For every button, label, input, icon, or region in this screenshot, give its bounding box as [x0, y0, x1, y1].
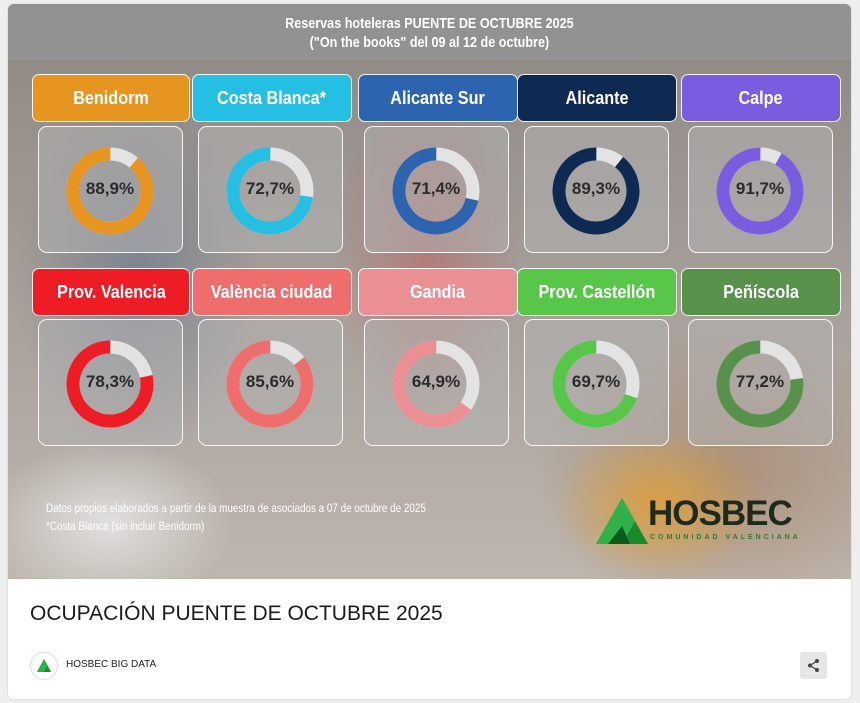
region-label-text: Alicante: [565, 87, 629, 108]
region-label: Prov. Castellón: [517, 268, 677, 316]
donut-chart: [552, 340, 640, 428]
donut-value-label: 91,7%: [735, 179, 785, 198]
donut-chart: [392, 147, 480, 235]
donut-value-arc: [552, 147, 640, 235]
donut-chart: [716, 340, 804, 428]
region-label-text: Gandia: [410, 281, 466, 302]
donut-value-label: 69,7%: [571, 372, 621, 391]
share-button[interactable]: [800, 652, 827, 679]
donut-chart: [392, 340, 480, 428]
logo-text: HOSBEC: [648, 494, 793, 533]
hosbec-avatar-icon[interactable]: [30, 652, 58, 680]
region-label: València ciudad: [192, 268, 352, 316]
donut-chart: [226, 147, 314, 235]
footnote: *Costa Blanca (sin incluir Benidorm): [46, 521, 205, 533]
donut-value-label: 78,3%: [85, 372, 135, 391]
donut-value-arc: [226, 147, 314, 235]
donut-panel: 85,6%: [198, 319, 343, 446]
donut-value-arc: [716, 340, 804, 428]
title-banner: Reservas hoteleras PUENTE DE OCTUBRE 202…: [8, 4, 851, 60]
region-label-text: Calpe: [738, 87, 784, 108]
region-label-text: Prov. Castellón: [538, 281, 656, 302]
region-label: Benidorm: [32, 74, 190, 122]
region-label: Costa Blanca*: [192, 74, 352, 122]
donut-value-label: 72,7%: [245, 179, 295, 198]
donut-panel: 91,7%: [688, 126, 833, 253]
region-label: Prov. Valencia: [32, 268, 190, 316]
source-note: Datos propios elaborados a partir de la …: [46, 503, 426, 515]
donut-chart: [66, 340, 154, 428]
infographic-image[interactable]: Reservas hoteleras PUENTE DE OCTUBRE 202…: [8, 4, 851, 579]
donut-value-label: 88,9%: [85, 179, 135, 198]
green-mountain-logo-icon: [596, 498, 648, 544]
donut-value-arc: [66, 147, 154, 235]
region-label-text: Benidorm: [73, 87, 149, 108]
donut-value-arc: [226, 340, 314, 428]
region-label: Calpe: [681, 74, 841, 122]
share-icon: [808, 659, 819, 672]
donut-value-label: 64,9%: [411, 372, 461, 391]
region-label: Gandia: [358, 268, 518, 316]
region-label: Alicante Sur: [358, 74, 518, 122]
donut-panel: 89,3%: [524, 126, 669, 253]
donut-value-label: 85,6%: [245, 372, 295, 391]
author-name[interactable]: HOSBEC BIG DATA: [66, 659, 157, 670]
region-label-text: Prov. Valencia: [56, 281, 166, 302]
donut-value-label: 77,2%: [735, 372, 785, 391]
logo-subtitle: COMUNIDAD VALENCIANA: [650, 534, 801, 541]
donut-panel: 69,7%: [524, 319, 669, 446]
donut-value-label: 89,3%: [571, 179, 621, 198]
chart-subtitle: ("On the books" del 09 al 12 de octubre): [309, 34, 550, 51]
post-card: Reservas hoteleras PUENTE DE OCTUBRE 202…: [8, 4, 851, 699]
hosbec-logo: HOSBEC COMUNIDAD VALENCIANA: [594, 490, 798, 550]
region-label-text: Costa Blanca*: [217, 87, 327, 108]
region-label-text: Alicante Sur: [390, 87, 486, 108]
post-title: OCUPACIÓN PUENTE DE OCTUBRE 2025: [30, 602, 443, 625]
donut-value-arc: [392, 340, 480, 428]
donut-value-label: 71,4%: [411, 179, 461, 198]
donut-panel: 64,9%: [364, 319, 509, 446]
donut-chart: [226, 340, 314, 428]
donut-panel: 72,7%: [198, 126, 343, 253]
donut-panel: 71,4%: [364, 126, 509, 253]
region-label: Alicante: [517, 74, 677, 122]
donut-panel: 88,9%: [38, 126, 183, 253]
chart-title: Reservas hoteleras PUENTE DE OCTUBRE 202…: [285, 15, 574, 32]
donut-value-arc: [716, 147, 804, 235]
donut-value-arc: [66, 340, 154, 428]
region-label-text: Peñíscola: [723, 281, 799, 302]
donut-chart: [552, 147, 640, 235]
donut-chart: [716, 147, 804, 235]
donut-value-arc: [392, 147, 480, 235]
donut-chart: [66, 147, 154, 235]
region-label: Peñíscola: [681, 268, 841, 316]
donut-panel: 78,3%: [38, 319, 183, 446]
donut-panel: 77,2%: [688, 319, 833, 446]
region-label-text: València ciudad: [211, 281, 333, 302]
